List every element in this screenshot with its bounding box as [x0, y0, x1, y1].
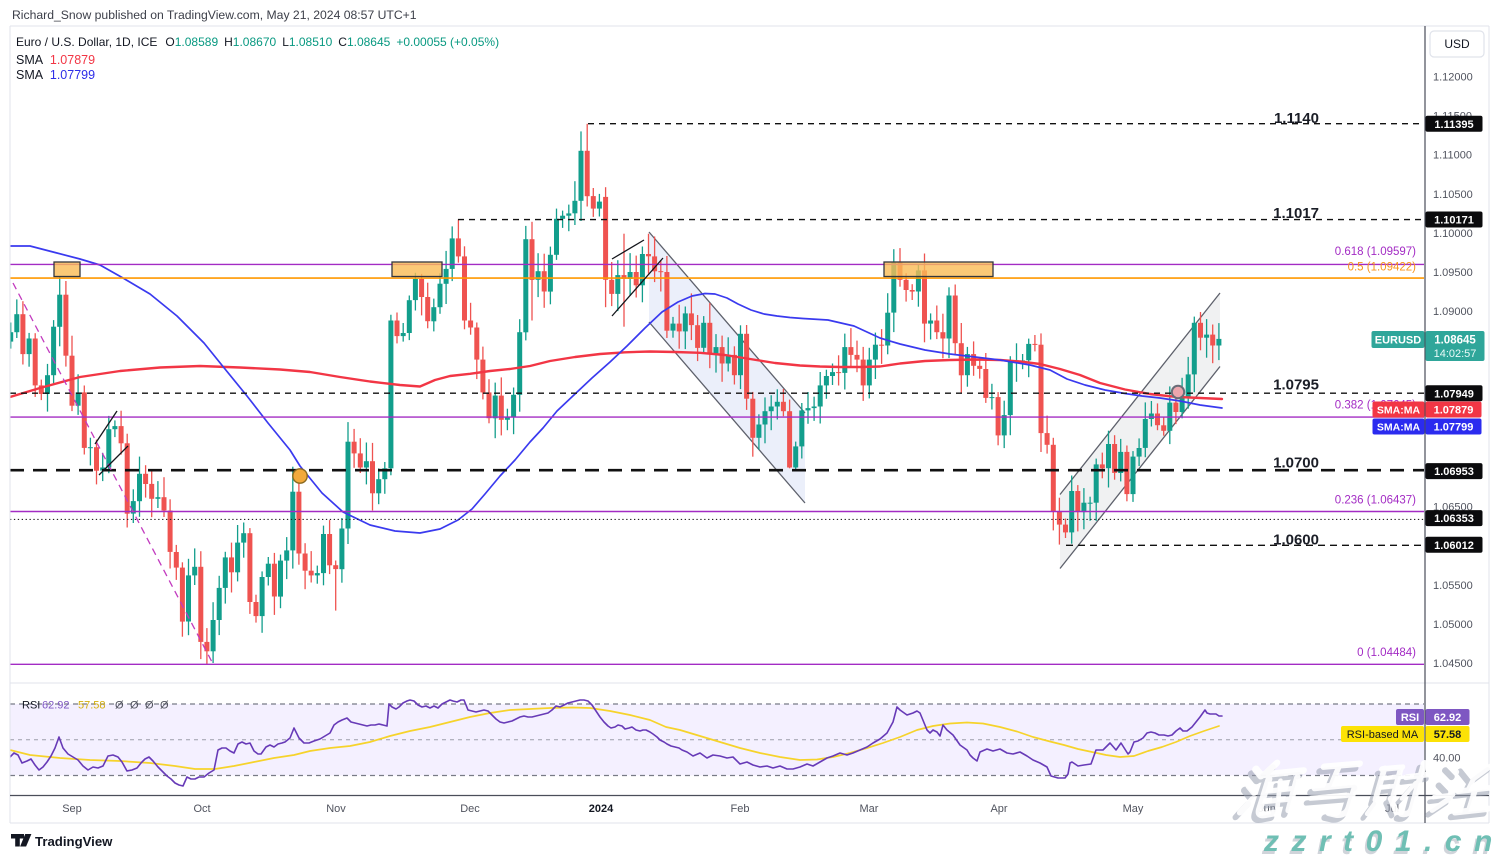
svg-text:Ø: Ø — [130, 700, 139, 712]
svg-text:1.1140: 1.1140 — [1274, 110, 1319, 127]
svg-text:1.06353: 1.06353 — [1434, 513, 1474, 525]
svg-text:57.58: 57.58 — [78, 700, 106, 712]
svg-text:1.09500: 1.09500 — [1433, 267, 1473, 279]
svg-text:0.618 (1.09597): 0.618 (1.09597) — [1335, 246, 1416, 258]
svg-text:SMA 1.07879: SMA 1.07879 — [16, 53, 95, 67]
svg-text:RSI-based MA: RSI-based MA — [1347, 729, 1419, 741]
svg-text:0.236 (1.06437): 0.236 (1.06437) — [1335, 495, 1416, 507]
svg-text:14:02:57: 14:02:57 — [1434, 348, 1477, 360]
svg-text:62.92: 62.92 — [42, 700, 70, 712]
svg-text:1.10171: 1.10171 — [1434, 215, 1474, 227]
svg-text:SMA:MA: SMA:MA — [1377, 405, 1421, 417]
svg-text:RSI: RSI — [22, 700, 40, 712]
svg-text:0 (1.04484): 0 (1.04484) — [1357, 647, 1416, 659]
svg-text:2024: 2024 — [589, 803, 614, 815]
svg-text:57.58: 57.58 — [1434, 729, 1462, 741]
svg-text:1.0700: 1.0700 — [1273, 455, 1319, 472]
svg-text:40.00: 40.00 — [1433, 753, 1461, 765]
svg-text:1.11000: 1.11000 — [1433, 150, 1472, 162]
svg-text:Ø: Ø — [145, 700, 154, 712]
svg-text:zzrt01.cn: zzrt01.cn — [1263, 825, 1499, 857]
svg-text:Richard_Snow published on Trad: Richard_Snow published on TradingView.co… — [12, 8, 417, 22]
svg-text:1.07879: 1.07879 — [1434, 405, 1474, 417]
svg-text:Feb: Feb — [731, 803, 750, 815]
svg-text:1.0795: 1.0795 — [1273, 377, 1319, 394]
svg-text:Sep: Sep — [62, 803, 82, 815]
svg-text:RSI: RSI — [1401, 712, 1419, 724]
svg-text:Mar: Mar — [860, 803, 879, 815]
svg-text:1.08645: 1.08645 — [1434, 335, 1476, 347]
svg-text:1.10000: 1.10000 — [1433, 228, 1473, 240]
svg-text:1.11395: 1.11395 — [1434, 119, 1473, 131]
svg-text:zzrt01.cn: zzrt01.cn — [1261, 828, 1499, 857]
svg-text:1.10500: 1.10500 — [1433, 189, 1473, 201]
svg-text:1.04500: 1.04500 — [1433, 658, 1473, 670]
svg-text:Ø: Ø — [115, 700, 124, 712]
svg-text:1.0600: 1.0600 — [1273, 532, 1319, 549]
svg-text:1.06500: 1.06500 — [1433, 502, 1473, 514]
svg-text:Nov: Nov — [326, 803, 346, 815]
svg-text:1.12000: 1.12000 — [1433, 72, 1473, 84]
svg-text:1.09000: 1.09000 — [1433, 306, 1473, 318]
svg-text:May: May — [1123, 803, 1144, 815]
svg-text:1.05000: 1.05000 — [1433, 619, 1473, 631]
svg-text:Apr: Apr — [990, 803, 1007, 815]
svg-text:0.5 (1.09422): 0.5 (1.09422) — [1348, 262, 1417, 274]
svg-text:Ø: Ø — [160, 700, 169, 712]
svg-text:1.1017: 1.1017 — [1273, 205, 1319, 222]
svg-text:SMA 1.07799: SMA 1.07799 — [16, 68, 95, 82]
svg-text:EURUSD: EURUSD — [1375, 335, 1422, 347]
svg-text:1.07799: 1.07799 — [1434, 422, 1474, 434]
svg-text:USD: USD — [1444, 37, 1470, 51]
svg-text:1.06953: 1.06953 — [1434, 466, 1474, 478]
svg-text:Oct: Oct — [193, 803, 210, 815]
svg-text:1.06012: 1.06012 — [1434, 540, 1474, 552]
svg-text:1.07949: 1.07949 — [1434, 388, 1474, 400]
svg-text:1.05500: 1.05500 — [1433, 580, 1473, 592]
svg-text:62.92: 62.92 — [1434, 712, 1462, 724]
svg-text:SMA:MA: SMA:MA — [1377, 422, 1421, 434]
svg-text:Dec: Dec — [460, 803, 480, 815]
svg-text:TradingView: TradingView — [35, 834, 113, 849]
